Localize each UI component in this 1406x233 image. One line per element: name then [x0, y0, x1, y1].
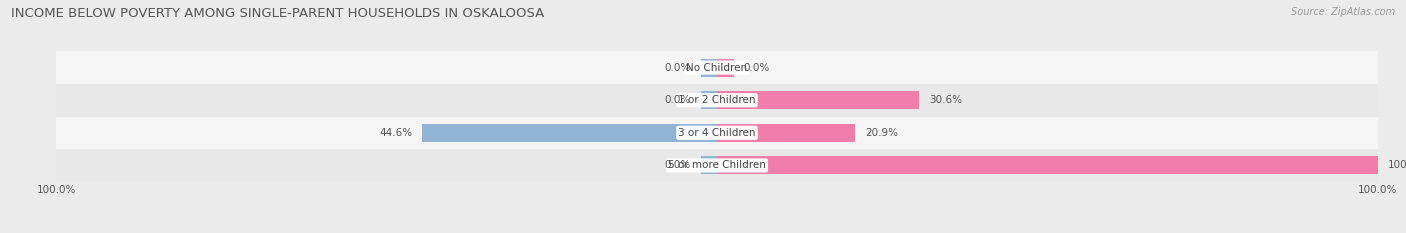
Bar — [700, 91, 717, 109]
FancyBboxPatch shape — [56, 116, 1378, 149]
FancyBboxPatch shape — [56, 51, 1378, 84]
FancyBboxPatch shape — [56, 84, 1378, 116]
Text: 44.6%: 44.6% — [380, 128, 412, 138]
Bar — [717, 157, 1378, 174]
Text: 0.0%: 0.0% — [665, 161, 690, 170]
Bar — [700, 157, 717, 174]
Text: No Children: No Children — [686, 63, 748, 72]
Text: 0.0%: 0.0% — [665, 63, 690, 72]
FancyBboxPatch shape — [56, 149, 1378, 182]
Text: INCOME BELOW POVERTY AMONG SINGLE-PARENT HOUSEHOLDS IN OSKALOOSA: INCOME BELOW POVERTY AMONG SINGLE-PARENT… — [11, 7, 544, 20]
Text: 0.0%: 0.0% — [744, 63, 769, 72]
Text: 3 or 4 Children: 3 or 4 Children — [678, 128, 756, 138]
Text: 30.6%: 30.6% — [929, 95, 962, 105]
Bar — [717, 124, 855, 142]
Bar — [700, 58, 717, 76]
Bar — [717, 58, 734, 76]
Bar — [422, 124, 717, 142]
Text: Source: ZipAtlas.com: Source: ZipAtlas.com — [1291, 7, 1395, 17]
Text: 20.9%: 20.9% — [865, 128, 898, 138]
Text: 1 or 2 Children: 1 or 2 Children — [678, 95, 756, 105]
Text: 0.0%: 0.0% — [665, 95, 690, 105]
Text: 100.0%: 100.0% — [1388, 161, 1406, 170]
Text: 5 or more Children: 5 or more Children — [668, 161, 766, 170]
Bar — [717, 91, 920, 109]
